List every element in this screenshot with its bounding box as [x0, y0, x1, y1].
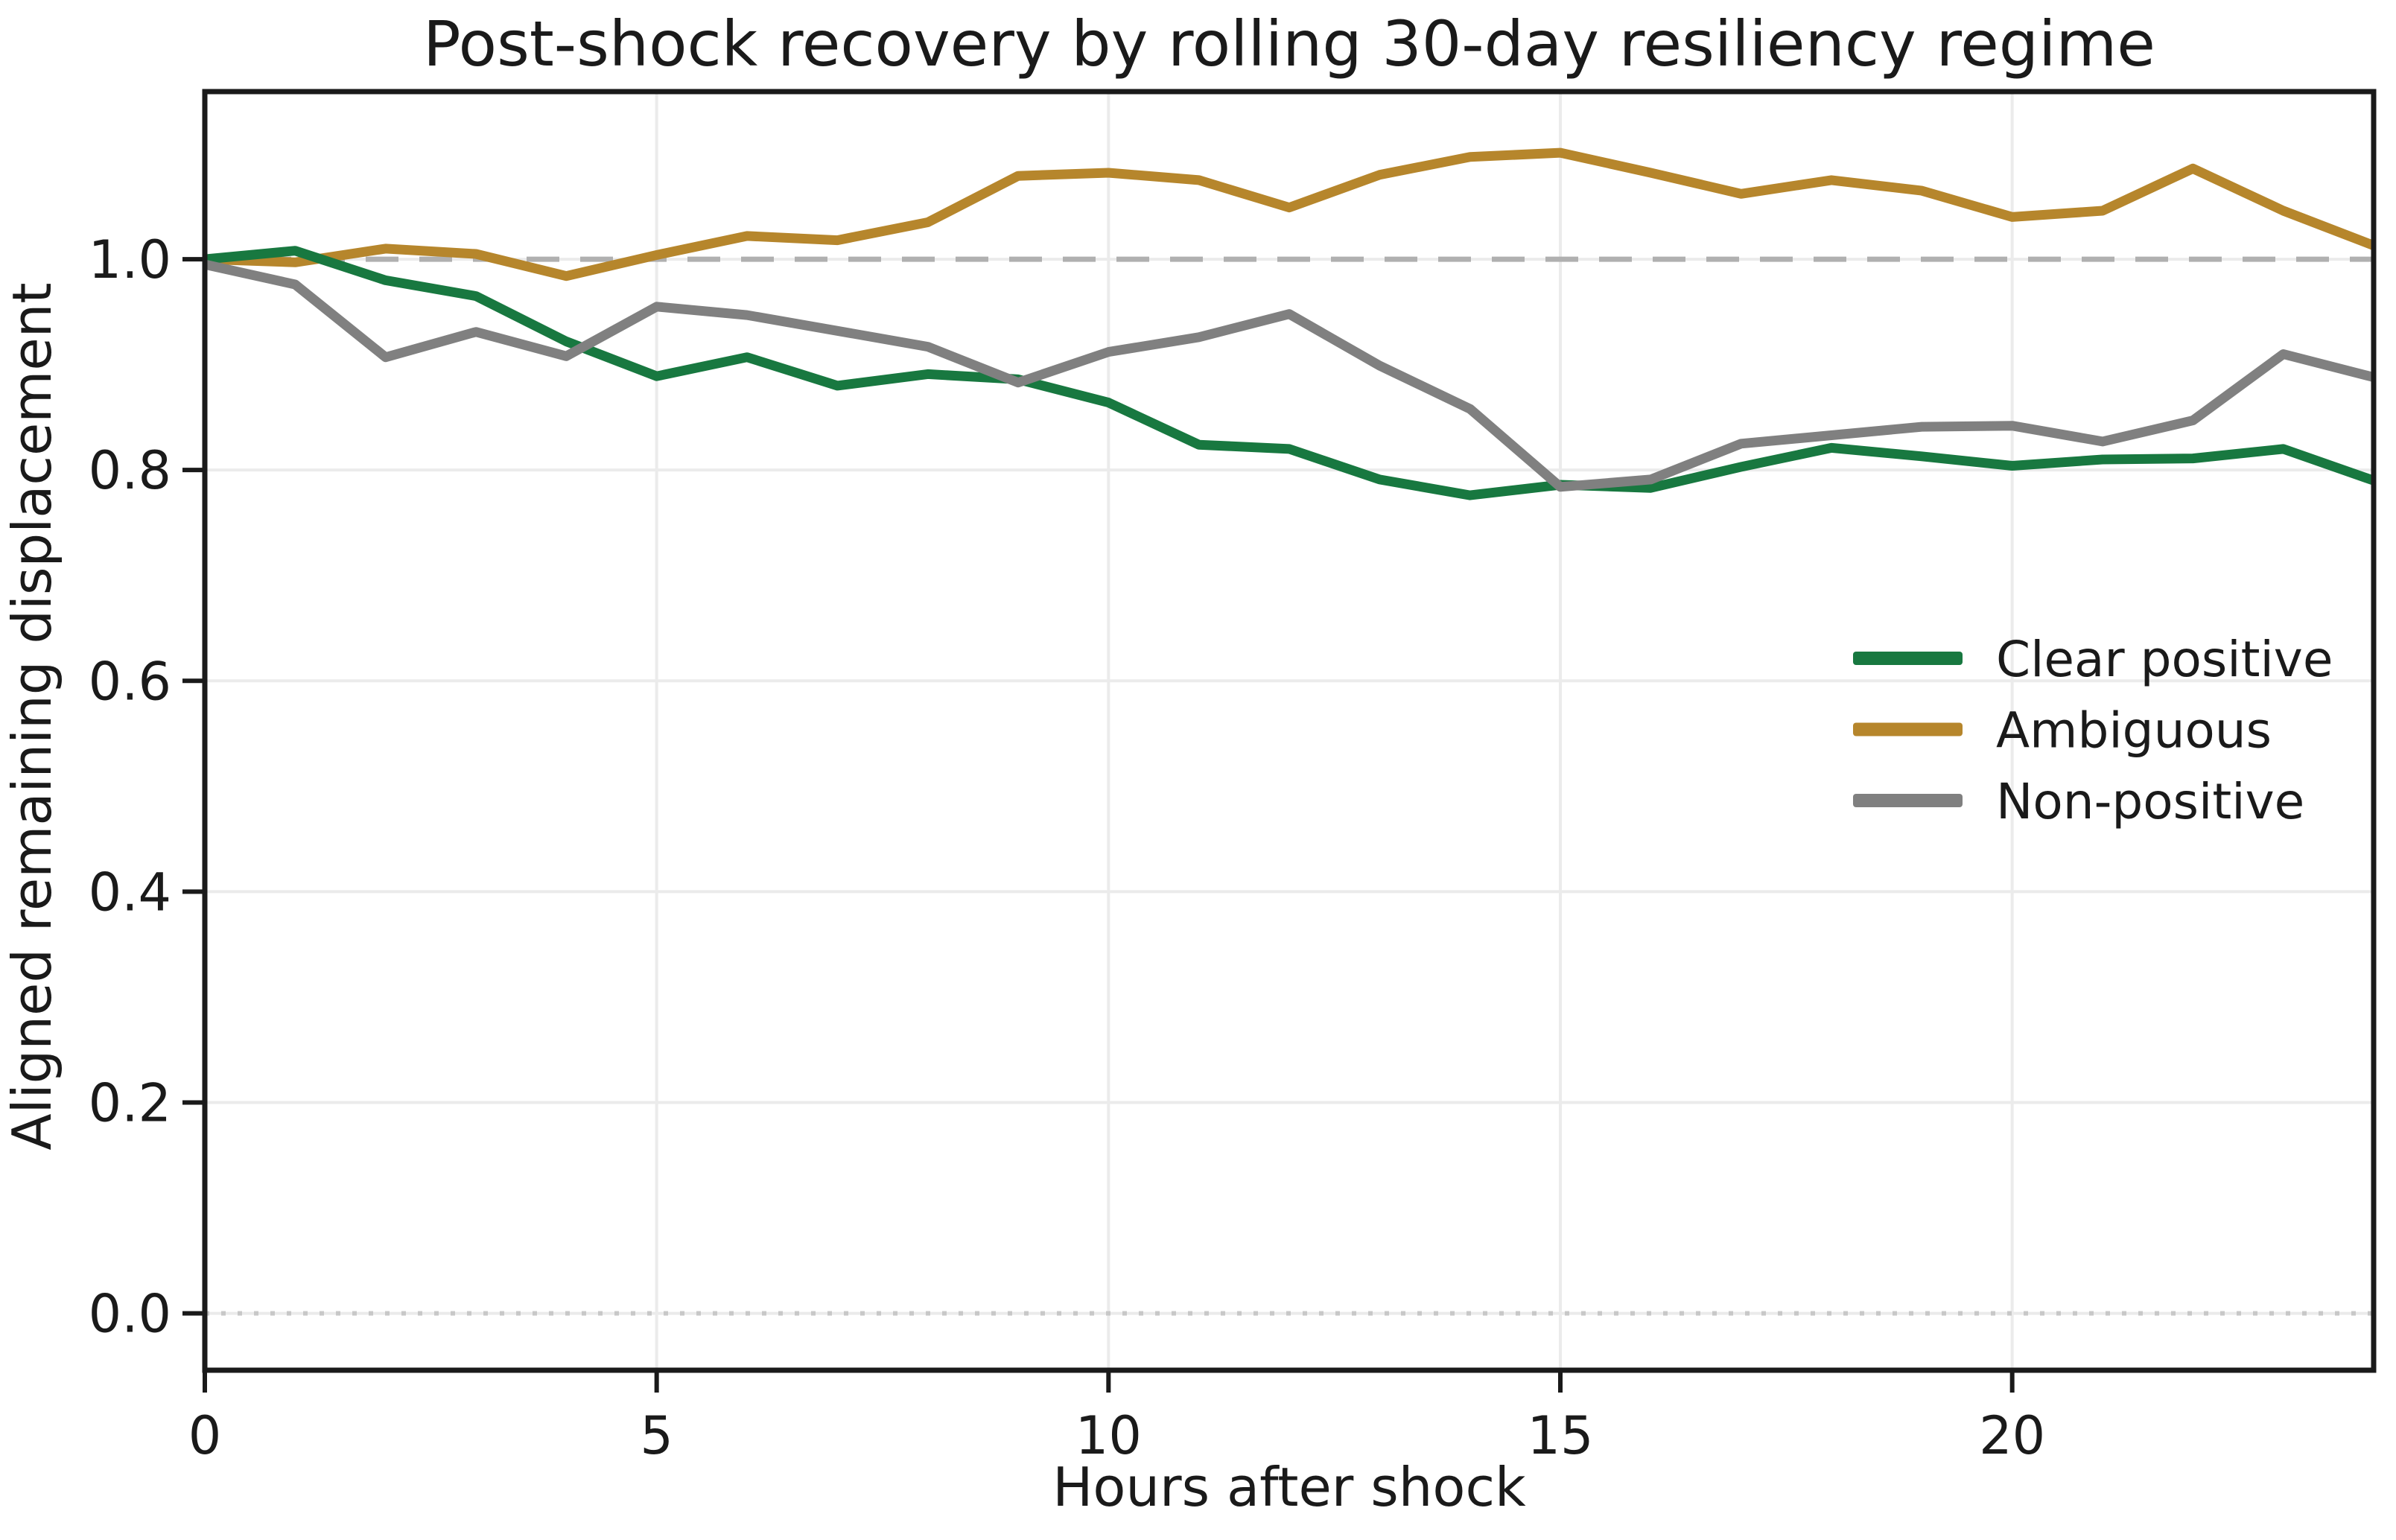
- reference-lines: [205, 256, 2374, 1316]
- y-tick-label: 0.4: [89, 862, 171, 923]
- series-line-non-positive: [203, 259, 2375, 492]
- x-axis-label: Hours after shock: [1052, 1456, 1526, 1518]
- legend-label: Non-positive: [1996, 773, 2304, 830]
- data-series: [203, 147, 2376, 500]
- y-tick-label: 1.0: [89, 229, 171, 290]
- plot-border: [202, 89, 2377, 1373]
- legend-label: Clear positive: [1996, 631, 2333, 688]
- legend-swatch: [1853, 652, 1963, 665]
- series-line-ambiguous: [204, 147, 2376, 281]
- legend-label: Ambiguous: [1996, 702, 2272, 760]
- legend-item-clear-positive: Clear positive: [1853, 631, 2333, 688]
- y-tick-label: 0.8: [89, 440, 171, 501]
- y-tick-label: 0.2: [89, 1072, 171, 1133]
- legend: Clear positive Ambiguous Non-positive: [1853, 631, 2333, 830]
- legend-swatch: [1853, 722, 1963, 736]
- y-tick-label: 0.6: [89, 651, 171, 712]
- series-line-clear-positive: [204, 246, 2376, 500]
- y-tick-label: 0.0: [89, 1284, 171, 1345]
- y-axis-label: Aligned remaining displacement: [1, 282, 63, 1150]
- legend-item-non-positive: Non-positive: [1853, 773, 2304, 830]
- x-tick-label: 10: [1075, 1405, 1142, 1466]
- x-tick-label: 15: [1527, 1405, 1593, 1466]
- legend-item-ambiguous: Ambiguous: [1853, 702, 2272, 760]
- axis-ticks: 0 5 10 15 20 0.0 0.2 0.4 0.6 0.8 1.0: [89, 229, 2046, 1466]
- chart-title: Post-shock recovery by rolling 30-day re…: [423, 7, 2155, 80]
- x-tick-label: 0: [188, 1405, 222, 1466]
- legend-swatch: [1853, 794, 1963, 807]
- plot-frame: [202, 89, 2377, 1373]
- x-tick-label: 20: [1979, 1405, 2045, 1466]
- x-tick-label: 5: [640, 1405, 673, 1466]
